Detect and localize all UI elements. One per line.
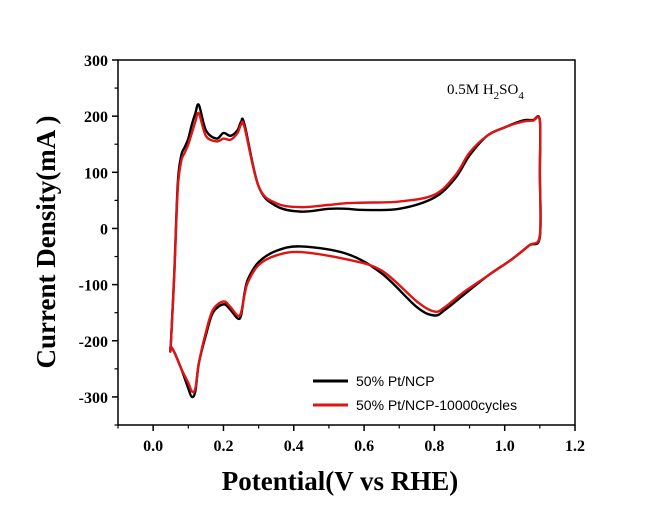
y-tick-label: -200 xyxy=(79,334,108,351)
y-tick-label: 300 xyxy=(84,53,108,70)
x-tick-label: 1.0 xyxy=(495,438,515,455)
x-axis-title: Potential(V vs RHE) xyxy=(222,466,459,496)
axis-ticks: 0.0 0.2 0.4 0.6 0.8 1.0 1.2 300 200 100 0 -100 -200 -… xyxy=(79,53,585,455)
x-tick-label: 0.6 xyxy=(354,438,374,455)
y-tick-label: -100 xyxy=(79,278,108,295)
y-axis-title: Current Density(mA ) xyxy=(31,116,61,369)
annotation-mid: SO xyxy=(499,82,518,98)
series-line-1 xyxy=(169,103,542,399)
x-tick-label: 1.2 xyxy=(565,438,585,455)
legend-label-2: 50% Pt/NCP-10000cycles xyxy=(356,397,517,413)
annotation-sub1: 2 xyxy=(494,90,500,102)
electrolyte-annotation: 0.5M H2SO4 xyxy=(447,82,524,102)
annotation-sub2: 4 xyxy=(518,90,524,102)
annotation-base: 0.5M H xyxy=(447,82,494,98)
x-tick-label: 0.0 xyxy=(143,438,163,455)
y-tick-label: -300 xyxy=(79,390,108,407)
x-tick-label: 0.4 xyxy=(284,438,304,455)
series-layer xyxy=(169,103,542,399)
legend-label-1: 50% Pt/NCP xyxy=(356,373,435,389)
series-line-2 xyxy=(169,111,542,394)
x-tick-label: 0.2 xyxy=(213,438,233,455)
y-tick-label: 0 xyxy=(100,221,108,238)
y-tick-label: 200 xyxy=(84,109,108,126)
plot-frame xyxy=(117,59,576,426)
x-tick-label: 0.8 xyxy=(424,438,444,455)
legend: 50% Pt/NCP 50% Pt/NCP-10000cycles xyxy=(313,373,517,413)
y-tick-label: 100 xyxy=(84,165,108,182)
